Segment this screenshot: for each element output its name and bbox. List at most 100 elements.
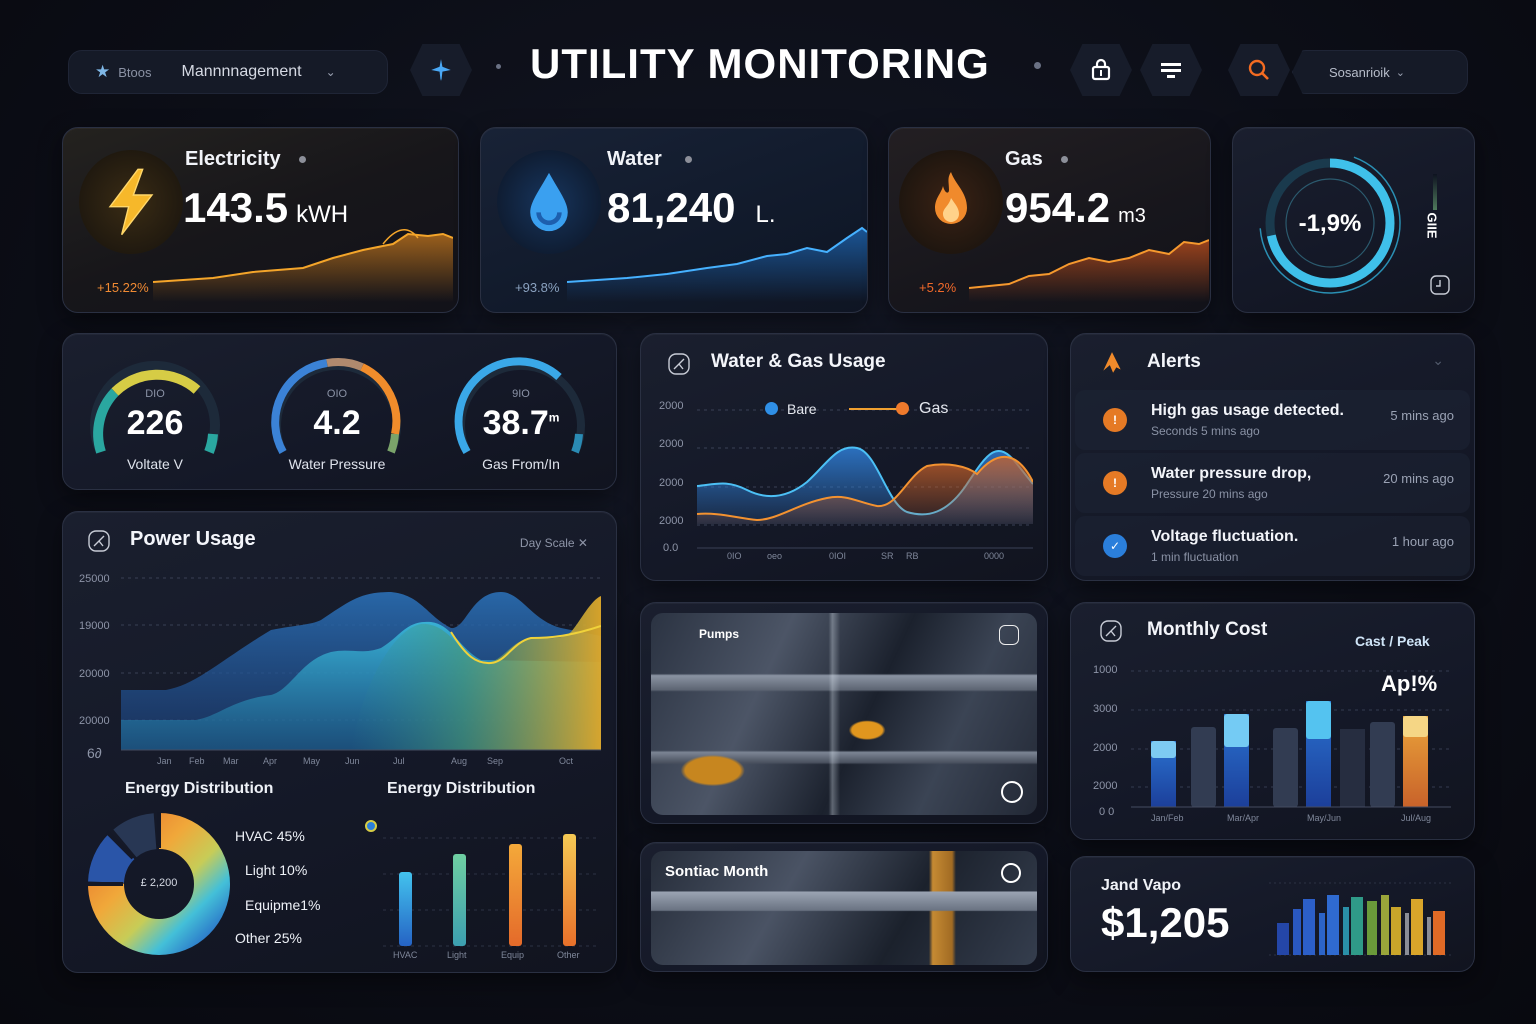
kpi-value: 954.2 m3 — [1005, 184, 1146, 231]
kpi-card-electricity[interactable]: Electricity 143.5 kWH +15.22% — [62, 127, 459, 313]
kpi-card-water[interactable]: Water 81,240 L. +93.8% — [480, 127, 868, 313]
kpi-value: 143.5 kWH — [183, 184, 349, 231]
alert-subtitle: 1 min fluctuation — [1151, 550, 1239, 564]
y-tick: 19000 — [79, 620, 110, 632]
gauge-value: 4.2 — [313, 404, 361, 442]
water-gas-chart — [697, 409, 1033, 549]
plane-button[interactable] — [410, 44, 472, 96]
electricity-sparkline — [153, 229, 453, 302]
water-drop-icon — [530, 172, 568, 232]
gauge-sub: 9IO — [512, 388, 530, 400]
gas-flow-gauge — [454, 357, 585, 455]
cost-percent: Ap!% — [1381, 671, 1438, 696]
legend-dot-gas — [896, 402, 909, 415]
account-label: Sosanrioik — [1329, 64, 1390, 80]
alert-time: 5 mins ago — [1390, 408, 1454, 423]
alert-subtitle: Pressure 20 mins ago — [1151, 487, 1268, 501]
x-tick: SR — [881, 551, 894, 561]
ring-glow-bar — [1433, 174, 1437, 210]
alerts-card: Alerts ⌄ ! High gas usage detected. Seco… — [1070, 333, 1475, 581]
kpi-card-gas[interactable]: Gas 954.2 m3 +5.2% — [888, 127, 1211, 313]
alert-status-icon: ! — [1103, 471, 1127, 495]
card-title: Alerts — [1147, 351, 1201, 372]
x-tick: Jan/Feb — [1151, 813, 1184, 823]
facility-photo-card[interactable]: Pumps — [640, 602, 1048, 824]
chart-icon[interactable] — [87, 529, 111, 553]
legend-hvac: HVAC 45% — [235, 828, 305, 844]
kpi-change: +5.2% — [919, 280, 957, 295]
lock-button[interactable] — [1070, 44, 1132, 96]
alert-item[interactable]: ! High gas usage detected. Seconds 5 min… — [1075, 390, 1470, 450]
water-pressure-gauge — [271, 357, 401, 454]
y-tick: 20000 — [79, 668, 110, 680]
y-tick: 2000 — [1093, 780, 1118, 792]
legend-dot-bare — [765, 402, 778, 415]
y-tick: 3000 — [1093, 703, 1118, 715]
alert-flame-icon — [1103, 352, 1121, 373]
gauge-sub: OIO — [326, 388, 348, 400]
x-tick: RB — [906, 551, 919, 561]
donut-center-value: £ 2,200 — [140, 877, 178, 889]
info-icon[interactable] — [299, 156, 306, 163]
page-title: UTILITY MONITORING — [530, 40, 990, 87]
alert-time: 1 hour ago — [1391, 534, 1454, 549]
search-icon — [1248, 59, 1269, 80]
alert-item[interactable]: ! Water pressure drop, Pressure 20 mins … — [1075, 453, 1470, 513]
clock-icon[interactable] — [1429, 274, 1451, 296]
kpi-value: 81,240 L. — [607, 184, 776, 231]
kpi-label: Gas — [1005, 148, 1043, 170]
ring-side-label: GIIE — [1424, 212, 1440, 239]
chevron-down-icon[interactable]: ⌄ — [1432, 352, 1444, 368]
account-dropdown[interactable]: Sosanrioik ⌄ — [1292, 50, 1468, 94]
facility-camera-image[interactable]: Pumps — [651, 613, 1037, 815]
x-tick: May — [303, 756, 321, 766]
alert-status-icon: ✓ — [1103, 534, 1127, 558]
nav-label: Mannnnagement — [181, 63, 302, 80]
x-tick: Jan — [157, 756, 172, 766]
y-tick: 2000 — [659, 515, 684, 527]
info-icon[interactable] — [1061, 156, 1068, 163]
gauge-label: Water Pressure — [288, 456, 386, 472]
power-usage-chart — [121, 577, 601, 751]
settings-icon[interactable] — [1001, 863, 1021, 883]
water-sparkline — [567, 226, 867, 302]
settings-icon[interactable] — [1001, 781, 1023, 803]
nav-tag: Btoos — [118, 64, 152, 80]
camera-icon[interactable] — [999, 625, 1019, 645]
energy-donut-chart — [87, 812, 230, 955]
pipeline-image[interactable]: Sontiac Month — [651, 851, 1037, 965]
y-tick: 1000 — [1093, 664, 1118, 676]
info-icon[interactable] — [685, 156, 692, 163]
kpi-label: Electricity — [185, 148, 281, 170]
x-tick: 0IOI — [829, 551, 847, 561]
gauge-value: 226 — [126, 404, 184, 442]
monthly-photo-card[interactable]: Sontiac Month — [640, 842, 1048, 972]
chart-icon[interactable] — [667, 352, 691, 376]
y-tick: 2000 — [1093, 742, 1118, 754]
icon-badge — [497, 150, 601, 254]
gas-sparkline — [969, 239, 1209, 302]
monthly-cost-chart — [1131, 670, 1451, 808]
search-button[interactable] — [1228, 44, 1290, 96]
x-tick: Sep — [487, 756, 504, 766]
x-tick: Aug — [451, 756, 468, 766]
alert-item[interactable]: ✓ Voltage fluctuation. 1 min fluctuation… — [1075, 516, 1470, 576]
chevron-down-icon: ⌄ — [325, 65, 336, 79]
plane-icon — [431, 59, 451, 81]
chart-icon[interactable] — [1099, 619, 1123, 643]
x-tick: oeo — [767, 551, 783, 561]
alert-title: Voltage fluctuation. — [1151, 528, 1299, 545]
filter-button[interactable] — [1140, 44, 1202, 96]
legend-line — [849, 408, 897, 410]
power-usage-controls[interactable]: Day Scale ✕ — [519, 536, 588, 550]
chevron-down-icon: ⌄ — [1395, 66, 1405, 79]
kpi-change: +93.8% — [515, 280, 560, 295]
x-tick: Oct — [559, 756, 574, 766]
photo-label: Sontiac Month — [665, 863, 769, 880]
nav-management-dropdown[interactable]: ★ Btoos Mannnnagement ⌄ — [68, 50, 388, 94]
savings-ring-card[interactable]: -1,9% GIIE — [1232, 127, 1475, 313]
icon-badge — [79, 150, 183, 254]
x-tick: Apr — [263, 756, 278, 766]
card-title: Power Usage — [130, 528, 256, 550]
gauge-label: Gas From/In — [482, 456, 560, 472]
